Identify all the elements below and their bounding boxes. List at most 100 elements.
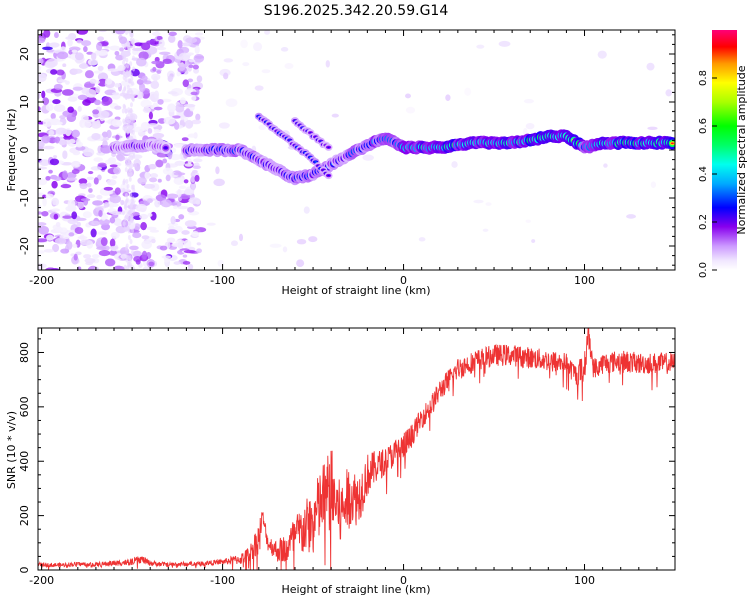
heatmap-noise-blob [167, 75, 173, 82]
heatmap-noise-blob [51, 208, 61, 212]
heatmap-noise-blob [147, 212, 153, 217]
spectrogram-ytick-label: 10 [18, 95, 31, 109]
heatmap-noise-blob [122, 221, 126, 227]
heatmap-noise-blob [114, 116, 121, 121]
heatmap-noise-blob [162, 167, 173, 175]
heatmap-noise-blob [161, 255, 172, 259]
heatmap-noise-blob [92, 200, 104, 206]
heatmap-noise-blob [54, 136, 61, 144]
chart-title: S196.2025.342.20.59.G14 [264, 3, 449, 19]
heatmap-noise-blob [124, 205, 128, 211]
heatmap-noise-blob [126, 129, 130, 135]
heatmap-noise-blob [111, 210, 120, 216]
heatmap-noise-blob [87, 58, 99, 66]
heatmap-noise-blob [46, 234, 54, 241]
heatmap-noise-blob [131, 55, 135, 61]
heatmap-noise-blob [72, 243, 78, 248]
heatmap-noise-blob [68, 46, 81, 52]
heatmap-noise-blob [132, 126, 145, 133]
heatmap-noise-blob [55, 221, 61, 228]
heatmap-noise-blob [195, 113, 201, 121]
heatmap-noise-blob [213, 178, 225, 187]
heatmap-noise-blob [87, 171, 94, 175]
heatmap-noise-blob [156, 70, 162, 74]
heatmap-noise-blob [42, 197, 47, 207]
heatmap-noise-blob [125, 70, 129, 76]
heatmap-noise-blob [82, 99, 91, 106]
heatmap-noise-blob [284, 63, 294, 69]
heatmap-noise-blob [163, 116, 176, 125]
heatmap-noise-blob [123, 188, 131, 192]
heatmap-noise-blob [258, 124, 267, 130]
heatmap-noise-blob [144, 171, 151, 180]
heatmap-noise-blob [127, 45, 131, 51]
heatmap-noise-blob [57, 79, 68, 83]
heatmap-noise-blob [38, 65, 41, 71]
heatmap-noise-blob [104, 258, 116, 267]
heatmap-noise-blob [97, 162, 107, 168]
heatmap-noise-blob [75, 251, 82, 256]
heatmap-noise-blob [121, 255, 125, 261]
heatmap-noise-blob [109, 194, 122, 204]
colorbar: 0.0 0.2 0.4 0.6 0.8 Normalized spectral ampl… [698, 30, 748, 278]
heatmap-noise-blob [84, 257, 96, 264]
spectrogram-ytick-label: -20 [18, 237, 31, 255]
snr-xtick-label: -200 [29, 574, 54, 587]
heatmap-noise-blob [223, 72, 229, 80]
heatmap-noise-blob [67, 106, 74, 113]
heatmap-noise-blob [218, 122, 230, 129]
heatmap-noise-blob [473, 199, 484, 204]
heatmap-noise-blob [153, 106, 163, 111]
snr-xtick-label: 100 [574, 574, 595, 587]
heatmap-noise-blob [130, 155, 134, 161]
heatmap-noise-blob [45, 193, 54, 199]
heatmap-noise-blob [59, 115, 66, 120]
heatmap-noise-blob [60, 248, 70, 254]
heatmap-noise-blob [183, 239, 192, 249]
heatmap-noise-blob [130, 124, 134, 130]
heatmap-noise-blob [98, 218, 111, 226]
heatmap-noise-blob [83, 45, 88, 53]
heatmap-noise-blob [183, 188, 195, 196]
heatmap-noise-blob [127, 120, 131, 126]
heatmap-noise-blob [84, 70, 94, 79]
heatmap-noise-blob [125, 30, 129, 36]
heatmap-noise-blob [185, 119, 194, 129]
heatmap-noise-blob [132, 66, 136, 72]
heatmap-noise-blob [86, 194, 96, 199]
heatmap-noise-blob [68, 232, 75, 237]
heatmap-noise-blob [129, 129, 133, 135]
snr-xtick-label: 0 [400, 574, 407, 587]
heatmap-noise-blob [68, 49, 73, 55]
heatmap-noise-blob [181, 137, 189, 142]
heatmap-noise-blob [74, 52, 84, 61]
heatmap-noise-blob [149, 229, 160, 233]
heatmap-noise-blob [191, 230, 200, 237]
heatmap-noise-blob [179, 97, 186, 105]
heatmap-noise-blob [139, 213, 149, 220]
heatmap-noise-blob [132, 232, 142, 239]
heatmap-noise-blob [42, 194, 47, 199]
heatmap-noise-blob [105, 78, 113, 85]
heatmap-noise-blob [74, 226, 84, 235]
heatmap-noise-blob [129, 172, 133, 178]
heatmap-noise-blob [187, 263, 194, 270]
heatmap-noise-blob [119, 36, 128, 44]
heatmap-noise-blob [41, 135, 51, 144]
heatmap-noise-blob [121, 210, 125, 216]
heatmap-noise-blob [142, 266, 151, 270]
heatmap-noise-blob [296, 259, 305, 268]
heatmap-noise-blob [325, 60, 330, 68]
heatmap-noise-blob [110, 231, 120, 239]
heatmap-noise-blob [122, 118, 126, 124]
heatmap-noise-blob [38, 166, 48, 170]
heatmap-noise-blob [89, 78, 97, 84]
heatmap-noise-blob [131, 208, 135, 214]
heatmap-noise-blob [114, 187, 121, 195]
heatmap-noise-blob [131, 97, 135, 103]
heatmap-branch-cell [327, 174, 330, 177]
heatmap-noise-blob [153, 128, 160, 134]
